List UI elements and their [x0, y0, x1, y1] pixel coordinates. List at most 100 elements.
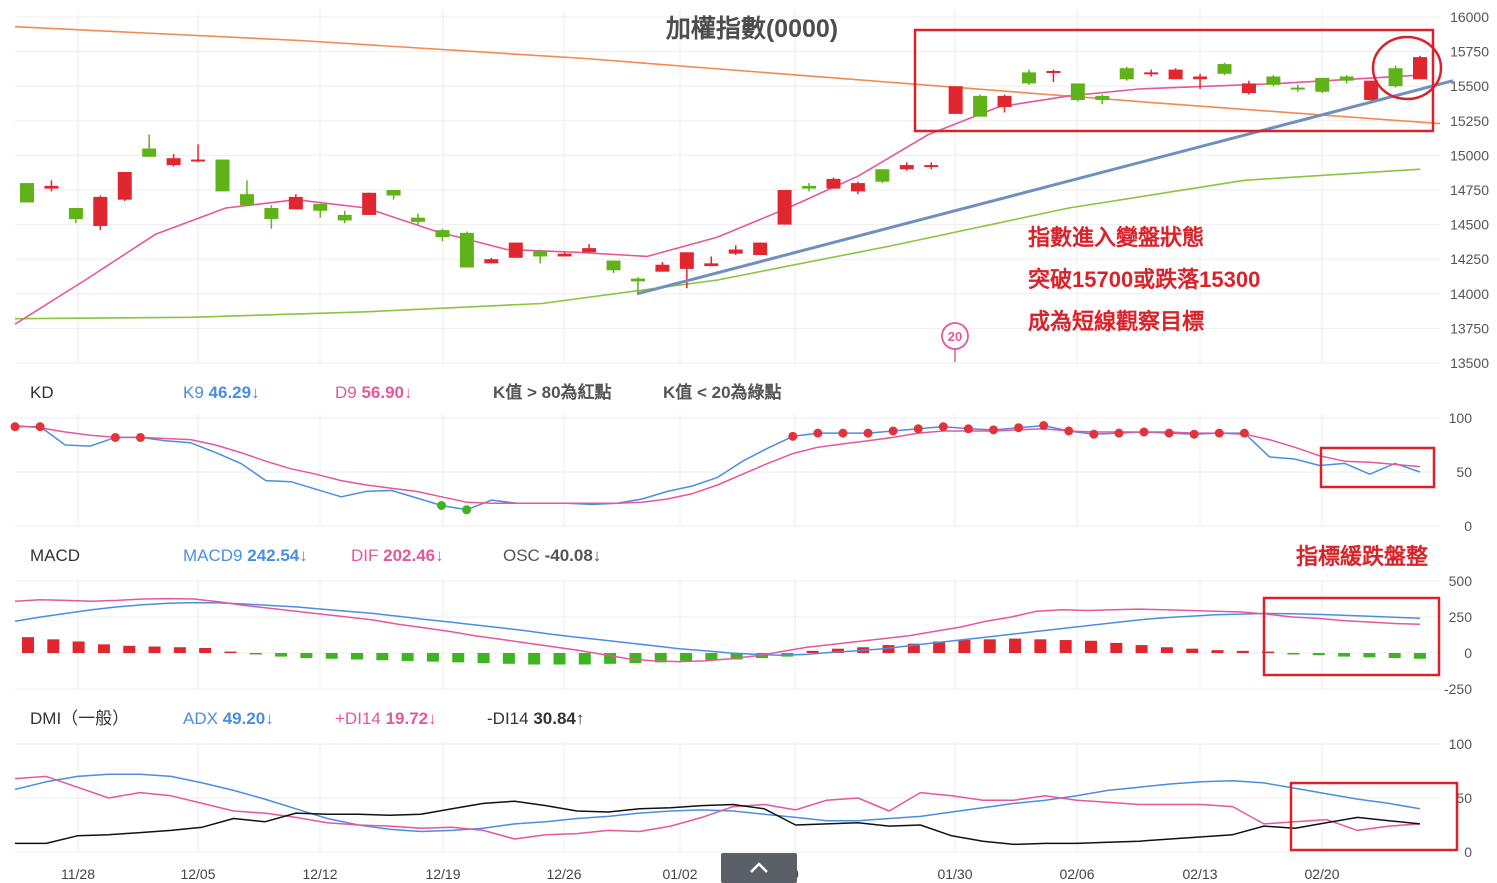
kd-tick-label: 0 [1464, 518, 1472, 534]
osc-bars [22, 637, 1426, 665]
kd-note-red: K值 > 80為紅點 [493, 382, 612, 402]
osc-bar [47, 639, 60, 653]
ma-long-line [14, 25, 1441, 125]
osc-bar [502, 653, 515, 664]
candle-body [655, 264, 670, 272]
macd-lines [14, 597, 1421, 663]
kd-label: KD [30, 383, 54, 402]
osc-bar [1034, 639, 1047, 653]
osc-bar [528, 653, 541, 665]
breakout-circle [1371, 35, 1443, 101]
k-overbought-dot [813, 428, 823, 438]
dif-line [14, 597, 1421, 663]
osc-bar [680, 653, 693, 661]
osc-bar [224, 651, 237, 654]
osc-bar [1211, 650, 1224, 653]
macd9-name: MACD9 [183, 546, 243, 565]
candle-body [1021, 72, 1036, 84]
moving-average-lines [14, 25, 1441, 325]
candle-body [704, 263, 719, 267]
osc-bar [1135, 645, 1148, 653]
k-overbought-dot [1089, 429, 1099, 439]
osc-bar [275, 653, 288, 657]
osc-label: OSC -40.08↓ [503, 546, 601, 565]
osc-bar [1363, 653, 1376, 658]
candle-body [117, 172, 132, 200]
k-overbought-dot [838, 428, 848, 438]
candle-body [924, 165, 939, 168]
kd-dots [10, 421, 1249, 515]
osc-name: OSC [503, 546, 540, 565]
d9-value: 56.90↓ [361, 383, 412, 402]
candle-body [899, 165, 914, 170]
osc-bar [452, 653, 465, 663]
k-overbought-dot [1189, 429, 1199, 439]
osc-bar [806, 650, 819, 653]
pdi-line [14, 775, 1421, 840]
k-overbought-dot [963, 424, 973, 434]
osc-bar [148, 646, 161, 653]
adx-line [14, 773, 1421, 833]
kd-panel: KD K9 46.29↓ D9 56.90↓ K值 > 80為紅點 K值 < 2… [10, 382, 1473, 534]
osc-bar [401, 653, 414, 661]
x-tick-label: 12/05 [180, 866, 215, 882]
dmi-tick-label: 0 [1464, 844, 1472, 860]
candle-body [337, 214, 352, 221]
k-overbought-dot [913, 424, 923, 434]
osc-bar [1110, 642, 1123, 653]
price-tick-label: 16000 [1450, 9, 1489, 25]
osc-bar [1236, 650, 1249, 653]
candle-body [191, 159, 206, 162]
k-overbought-dot [1014, 423, 1024, 433]
osc-bar [882, 645, 895, 653]
k-overbought-dot [788, 431, 798, 441]
macd-tick-label: -250 [1444, 681, 1472, 697]
chevron-up-icon [750, 862, 768, 873]
k-overbought-dot [35, 422, 45, 432]
candle-body [1168, 69, 1183, 80]
x-tick-label: 01/02 [662, 866, 697, 882]
annotation-line-3: 成為短線觀察目標 [1028, 309, 1204, 334]
macd9-line [14, 601, 1421, 656]
trend-line [636, 79, 1454, 296]
candle-body [606, 260, 621, 271]
k-overbought-dot [888, 426, 898, 436]
osc-bar [831, 648, 844, 653]
mdi-name: -DI14 [487, 709, 529, 728]
dmi-panel: DMI（一般） ADX 49.20↓ +DI14 19.72↓ -DI14 30… [14, 709, 1473, 860]
candle-body [1315, 77, 1330, 92]
k-overbought-dot [1239, 428, 1249, 438]
osc-bar [553, 653, 566, 665]
candle-body [1217, 64, 1232, 74]
osc-bar [629, 653, 642, 664]
osc-bar [376, 653, 389, 661]
candle-body [68, 207, 83, 220]
macd-annotation: 指標緩跌盤整 [1296, 544, 1428, 569]
candle-body [557, 253, 572, 257]
k-overbought-dot [1139, 427, 1149, 437]
adx-value: 49.20↓ [223, 709, 274, 728]
candle-body [142, 148, 157, 157]
candle-body [484, 259, 499, 264]
candle-body [850, 183, 865, 192]
candle-body [997, 95, 1012, 107]
dmi-tick-label: 100 [1449, 736, 1473, 752]
candle-body [582, 248, 597, 253]
price-tick-label: 14250 [1450, 251, 1489, 267]
x-tick-label: 11/28 [61, 866, 95, 882]
x-tick-label: 12/26 [546, 866, 581, 882]
dmi-tick-label: 50 [1456, 790, 1472, 806]
scroll-up-button[interactable] [721, 853, 797, 883]
k-overbought-dot [1114, 428, 1124, 438]
osc-bar [1186, 648, 1199, 653]
price-tick-label: 15750 [1450, 44, 1489, 60]
osc-bar [477, 653, 490, 664]
candle-body [728, 249, 743, 254]
k9-name: K9 [183, 383, 204, 402]
k-overbought-dot [110, 432, 120, 442]
adx-name: ADX [183, 709, 218, 728]
candle-body [1339, 76, 1354, 81]
macd-highlight-box [1262, 596, 1441, 677]
kd-tick-label: 100 [1449, 410, 1473, 426]
d9-name: D9 [335, 383, 357, 402]
